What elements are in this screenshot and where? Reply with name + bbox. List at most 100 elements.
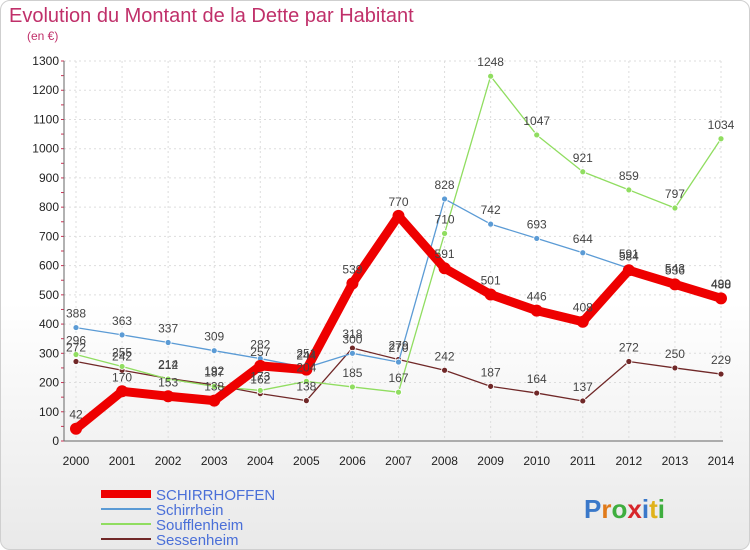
data-label: 591 [619, 247, 639, 261]
data-label: 408 [573, 301, 593, 315]
data-label: 488 [711, 277, 731, 291]
y-tick-label: 900 [39, 171, 59, 185]
data-point [210, 347, 218, 355]
x-tick-label: 2000 [63, 454, 90, 468]
chart-title: Evolution du Montant de la Dette par Hab… [9, 5, 414, 27]
data-point [530, 304, 543, 317]
data-point [533, 131, 541, 139]
y-tick-label: 1300 [32, 54, 59, 68]
y-tick-label: 1100 [33, 112, 59, 126]
data-point [715, 292, 727, 305]
data-point [392, 209, 405, 222]
data-label: 244 [296, 349, 316, 363]
data-point [70, 422, 82, 435]
data-label: 192 [204, 364, 224, 378]
data-point [118, 363, 126, 370]
data-label: 296 [66, 333, 86, 347]
data-label: 921 [573, 151, 593, 165]
data-point [349, 349, 356, 357]
data-point [576, 315, 589, 328]
legend-label: SCHIRRHOFFEN [156, 487, 275, 504]
data-label: 388 [66, 307, 86, 321]
data-label: 591 [435, 247, 455, 261]
legend-label: Soufflenheim [156, 517, 243, 534]
data-point [671, 204, 679, 212]
data-label: 242 [435, 349, 455, 363]
data-point [349, 383, 356, 391]
data-point [579, 249, 587, 257]
data-label: 187 [204, 365, 224, 379]
data-label: 1248 [477, 55, 504, 69]
x-tick-label: 2011 [570, 454, 596, 468]
x-tick-label: 2001 [109, 454, 136, 468]
legend-label: Schirrhein [156, 502, 224, 519]
x-tick-label: 2014 [708, 454, 735, 468]
data-label: 859 [619, 169, 639, 183]
data-label: 185 [342, 366, 362, 380]
data-point [622, 264, 635, 277]
data-label: 279 [388, 338, 408, 352]
data-point [441, 195, 448, 203]
data-label: 501 [481, 274, 501, 288]
data-label: 797 [665, 187, 685, 201]
data-label: 242 [112, 349, 132, 363]
data-label: 770 [388, 195, 408, 209]
data-label: 337 [158, 321, 178, 335]
data-label: 229 [711, 353, 731, 367]
y-tick-label: 1000 [32, 142, 59, 156]
data-point [118, 331, 126, 339]
data-label: 1034 [708, 118, 735, 132]
data-point [625, 358, 633, 365]
x-tick-label: 2012 [616, 454, 643, 468]
data-label: 138 [296, 380, 316, 394]
data-point [72, 358, 80, 365]
data-point [72, 324, 80, 331]
data-label: 644 [573, 232, 593, 246]
data-label: 162 [250, 373, 270, 387]
data-label: 250 [665, 347, 685, 361]
data-point [254, 359, 267, 372]
data-point [208, 394, 221, 407]
data-label: 170 [112, 370, 132, 384]
y-tick-label: 700 [39, 229, 59, 243]
data-label: 204 [296, 360, 316, 374]
data-point [533, 389, 541, 397]
data-point [210, 382, 218, 390]
data-point [256, 387, 264, 394]
data-label: 251 [296, 347, 316, 361]
data-point [671, 364, 679, 372]
data-point [668, 278, 681, 291]
data-point [164, 375, 172, 383]
data-label: 446 [527, 290, 547, 304]
data-point [438, 262, 451, 275]
x-tick-label: 2009 [477, 454, 504, 468]
data-point [487, 72, 495, 80]
y-tick-label: 800 [39, 200, 59, 214]
chart-subtitle: (en €) [27, 29, 59, 43]
data-label: 164 [527, 372, 547, 386]
data-point [484, 288, 497, 301]
data-label: 828 [435, 178, 455, 192]
x-tick-label: 2002 [155, 454, 182, 468]
data-label: 363 [112, 314, 132, 328]
data-label: 212 [158, 358, 178, 372]
data-label: 543 [665, 261, 685, 275]
y-tick-label: 0 [52, 434, 59, 448]
y-tick-label: 400 [39, 317, 59, 331]
data-point [395, 358, 402, 366]
y-tick-label: 100 [39, 405, 59, 419]
data-label: 584 [619, 249, 639, 263]
data-label: 153 [158, 375, 178, 389]
data-point [441, 230, 448, 237]
data-point [346, 277, 359, 290]
data-label: 300 [342, 332, 362, 346]
data-label: 539 [342, 262, 362, 276]
data-label: 42 [69, 408, 83, 422]
data-label: 173 [250, 369, 270, 383]
data-label: 270 [388, 341, 408, 355]
x-tick-label: 2010 [523, 454, 550, 468]
data-label: 309 [204, 330, 224, 344]
data-label: 742 [481, 203, 501, 217]
x-tick-label: 2003 [201, 454, 228, 468]
